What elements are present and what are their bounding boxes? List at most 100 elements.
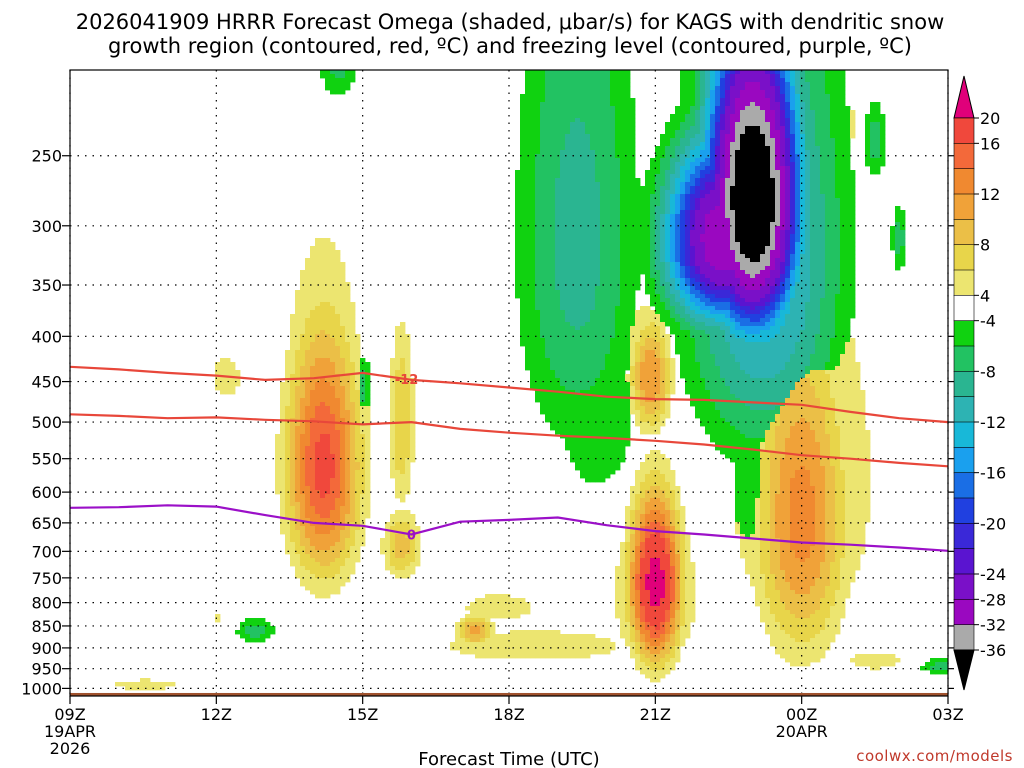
omega-cell [285, 522, 291, 527]
omega-cell [310, 590, 316, 595]
omega-cell [410, 546, 416, 551]
omega-cell [285, 410, 291, 415]
omega-cell [310, 546, 316, 551]
omega-cell [625, 518, 631, 523]
omega-cell [575, 134, 581, 139]
omega-cell [625, 262, 631, 267]
omega-cell [550, 294, 556, 299]
omega-cell [145, 678, 151, 683]
omega-cell [360, 502, 366, 507]
omega-cell [315, 486, 321, 491]
omega-cell [630, 286, 636, 291]
omega-cell [290, 422, 296, 427]
omega-cell [660, 478, 666, 483]
omega-cell [325, 294, 331, 299]
omega-cell [520, 242, 526, 247]
omega-cell [325, 510, 331, 515]
omega-cell [315, 262, 321, 267]
omega-cell [485, 634, 491, 639]
omega-cell [515, 238, 521, 243]
omega-cell [535, 298, 541, 303]
omega-cell [550, 190, 556, 195]
omega-cell [395, 442, 401, 447]
omega-cell [645, 582, 651, 587]
omega-cell [635, 362, 641, 367]
omega-cell [385, 538, 391, 543]
omega-cell [235, 382, 241, 387]
omega-cell [290, 458, 296, 463]
omega-cell [650, 194, 656, 199]
omega-cell [565, 270, 571, 275]
omega-cell [660, 234, 666, 239]
omega-cell [560, 138, 566, 143]
omega-cell [625, 406, 631, 411]
omega-cell [585, 454, 591, 459]
omega-cell [330, 398, 336, 403]
omega-cell [300, 574, 306, 579]
omega-cell [345, 322, 351, 327]
omega-cell [355, 362, 361, 367]
omega-cell [610, 374, 616, 379]
omega-cell [550, 342, 556, 347]
omega-cell [590, 178, 596, 183]
omega-cell [245, 626, 251, 631]
omega-cell [555, 130, 561, 135]
omega-cell [320, 322, 326, 327]
omega-cell [620, 630, 626, 635]
omega-cell [645, 458, 651, 463]
omega-cell [545, 334, 551, 339]
omega-cell [415, 534, 421, 539]
omega-cell [595, 190, 601, 195]
omega-cell [605, 454, 611, 459]
omega-cell [575, 342, 581, 347]
omega-cell [605, 382, 611, 387]
omega-cell [305, 326, 311, 331]
omega-cell [395, 410, 401, 415]
omega-cell [330, 434, 336, 439]
omega-cell [325, 546, 331, 551]
omega-cell [635, 346, 641, 351]
omega-cell [555, 226, 561, 231]
omega-cell [645, 258, 651, 263]
omega-cell [610, 330, 616, 335]
omega-cell [335, 450, 341, 455]
omega-cell [650, 478, 656, 483]
omega-cell [515, 198, 521, 203]
omega-cell [340, 382, 346, 387]
omega-cell [560, 298, 566, 303]
omega-cell [315, 362, 321, 367]
omega-cell [585, 362, 591, 367]
omega-cell [605, 406, 611, 411]
omega-cell [295, 490, 301, 495]
omega-cell [295, 410, 301, 415]
omega-cell [330, 390, 336, 395]
omega-cell [655, 538, 661, 543]
omega-cell [560, 218, 566, 223]
omega-cell [410, 426, 416, 431]
omega-cell [340, 318, 346, 323]
omega-cell [600, 134, 606, 139]
omega-cell [570, 650, 576, 655]
omega-cell [620, 210, 626, 215]
omega-cell [335, 314, 341, 319]
omega-cell [295, 414, 301, 419]
omega-cell [640, 478, 646, 483]
omega-cell [600, 162, 606, 167]
omega-cell [580, 262, 586, 267]
omega-cell [630, 622, 636, 627]
omega-cell [595, 126, 601, 131]
omega-cell [545, 162, 551, 167]
omega-cell [610, 382, 616, 387]
omega-cell [645, 422, 651, 427]
omega-cell [580, 398, 586, 403]
omega-cell [330, 410, 336, 415]
omega-cell [645, 242, 651, 247]
omega-cell [595, 330, 601, 335]
omega-cell [275, 438, 281, 443]
omega-cell [525, 162, 531, 167]
omega-cell [610, 458, 616, 463]
omega-cell [570, 218, 576, 223]
omega-cell [640, 658, 646, 663]
omega-cell [655, 626, 661, 631]
omega-cell [530, 210, 536, 215]
